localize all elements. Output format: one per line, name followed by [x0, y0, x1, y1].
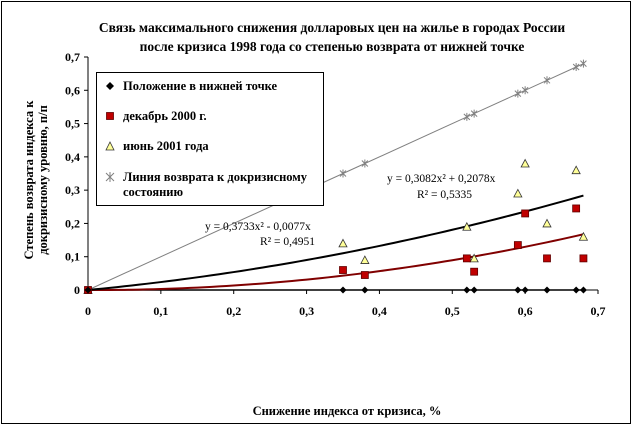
diamond-marker	[521, 286, 529, 294]
equation-text: y = 0,3082x² + 0,2078x	[387, 173, 496, 185]
x-marker	[580, 59, 587, 68]
diamond-marker	[543, 286, 551, 294]
x-axis-label: Снижение индекса от кризиса, %	[252, 404, 442, 418]
x-marker-icon	[105, 172, 115, 182]
x-marker	[463, 112, 471, 121]
legend-label: Линия возврата к докризисному состоянию	[123, 170, 308, 199]
diamond-marker	[339, 286, 347, 294]
trendline-1	[87, 194, 584, 291]
legend-label: июнь 2001 года	[123, 139, 209, 153]
triangle-marker	[469, 253, 479, 263]
y-tick-label: 0,5	[65, 117, 80, 131]
x-marker	[514, 89, 522, 98]
square-marker	[521, 209, 530, 218]
y-tick-label: 0,3	[65, 183, 80, 197]
y-tick-label: 0	[74, 283, 80, 297]
y-tick-label: 0,6	[65, 83, 80, 97]
diamond-marker	[84, 286, 92, 294]
square-marker	[360, 271, 369, 279]
diamond-marker	[361, 286, 369, 294]
x-tick-label: 0,5	[445, 304, 460, 318]
x-tick-label: 0	[85, 304, 91, 318]
trendline-r2-dec-2000: R² = 0,4951	[260, 235, 315, 249]
square-marker	[470, 267, 479, 276]
equation-text: y = 0,3733x² - 0,0077x	[205, 221, 311, 233]
legend-item-jun-2001: июнь 2001 года	[103, 139, 313, 154]
x-tick-label: 0,2	[226, 304, 241, 318]
y-tick-label: 0,7	[65, 50, 80, 64]
x-marker	[361, 159, 369, 168]
trendline-r2-jun-2001: R² = 0,5335	[417, 188, 472, 202]
diamond-marker-icon	[106, 82, 114, 90]
square-marker	[572, 204, 581, 213]
r2-text: R² = 0,5335	[417, 189, 472, 201]
x-marker	[543, 76, 551, 85]
r2-text: R² = 0,4951	[260, 236, 315, 248]
triangle-marker	[360, 255, 370, 264]
return-line	[87, 63, 584, 291]
x-tick-label: 0,6	[518, 304, 533, 318]
diamond-marker	[572, 286, 580, 294]
x-marker	[521, 86, 529, 95]
y-tick-label: 0,4	[65, 150, 80, 164]
diamond-marker	[463, 286, 471, 294]
triangle-marker	[571, 165, 581, 175]
y-axis-label: Степень возврата индекса к докризисному …	[22, 100, 50, 260]
square-marker	[339, 266, 347, 274]
y-tick-label: 0,1	[65, 250, 80, 264]
x-marker	[572, 62, 580, 71]
x-marker	[470, 109, 478, 118]
chart-title-line-1: Связь максимального снижения долларовых …	[98, 20, 566, 35]
chart-title-line-2: после кризиса 1998 года со степенью возв…	[139, 39, 525, 54]
triangle-marker	[338, 238, 348, 248]
x-tick-label: 0,4	[372, 304, 387, 318]
triangle-marker	[578, 231, 589, 241]
square-marker	[462, 254, 471, 263]
legend-item-bottom-point: Положение в нижней точке	[103, 79, 313, 94]
square-marker	[579, 254, 588, 263]
triangle-marker	[462, 221, 472, 231]
square-marker-icon	[106, 112, 114, 120]
square-marker	[513, 241, 522, 249]
x-tick-label: 0,7	[591, 304, 606, 318]
legend-label: Положение в нижней точке	[123, 79, 278, 93]
triangle-marker	[513, 188, 523, 198]
legend-label: декабрь 2000 г.	[123, 109, 207, 123]
x-tick-label: 0,3	[299, 304, 314, 318]
trendline-equation-dec-2000: y = 0,3733x² - 0,0077x	[205, 220, 311, 234]
y-tick-label: 0,2	[65, 216, 80, 230]
legend-item-return-line: Линия возврата к докризисному состоянию	[103, 170, 313, 200]
triangle-marker	[520, 158, 530, 168]
triangle-marker-icon	[105, 141, 115, 151]
trendline-0	[87, 233, 584, 292]
diamond-marker	[579, 286, 587, 294]
triangle-marker	[542, 218, 552, 228]
legend-item-dec-2000: декабрь 2000 г.	[103, 109, 313, 124]
trendline-equation-jun-2001: y = 0,3082x² + 0,2078x	[387, 172, 495, 186]
diamond-marker	[514, 286, 522, 294]
x-marker	[339, 169, 347, 178]
diamond-marker	[470, 286, 478, 294]
x-tick-label: 0,1	[153, 304, 168, 318]
square-marker	[543, 254, 551, 263]
legend: Положение в нижней точке декабрь 2000 г.…	[96, 72, 324, 206]
